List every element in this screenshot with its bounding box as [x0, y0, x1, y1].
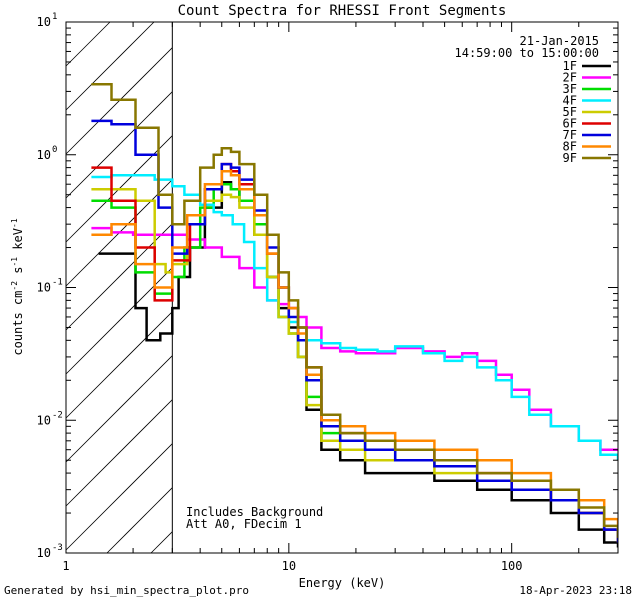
y-tick-exponent: -3	[52, 543, 63, 553]
legend-label-6f: 6F	[563, 117, 577, 131]
y-tick-label: 10	[37, 148, 51, 162]
series-line-9f	[91, 82, 618, 538]
y-tick-exponent: -2	[52, 410, 63, 420]
hatch-line	[65, 21, 155, 111]
footer-generator: Generated by hsi_min_spectra_plot.pro	[4, 584, 250, 597]
x-tick-label: 100	[501, 559, 523, 573]
series-line-8f	[91, 170, 618, 530]
y-tick-exponent: 1	[52, 12, 57, 22]
hatch-line	[150, 531, 173, 554]
legend-label-7f: 7F	[563, 128, 577, 142]
series-line-4f	[91, 174, 618, 461]
x-axis-label: Energy (keV)	[299, 576, 386, 590]
y-tick-exponent: 0	[52, 145, 57, 155]
y-tick-label: 10	[37, 546, 51, 560]
legend-label-1f: 1F	[563, 59, 577, 73]
y-tick-label: 10	[37, 281, 51, 295]
legend-date: 21-Jan-2015	[520, 34, 599, 48]
legend-label-4f: 4F	[563, 94, 577, 108]
annotation-background: Includes Background	[186, 505, 323, 519]
legend-label-2f: 2F	[563, 71, 577, 85]
y-tick-label: 10	[37, 413, 51, 427]
x-tick-label: 1	[62, 559, 69, 573]
legend-label-9f: 9F	[563, 151, 577, 165]
hatch-line	[65, 21, 111, 67]
legend-label-5f: 5F	[563, 105, 577, 119]
hatch-line	[65, 443, 173, 551]
hatch-line	[65, 311, 173, 419]
y-tick-label: 10	[37, 15, 51, 29]
hatch-line	[65, 223, 173, 331]
hatch-line	[65, 267, 173, 375]
series-layer	[91, 82, 618, 548]
legend: 21-Jan-2015 14:59:00 to 15:00:00 1F2F3F4…	[455, 34, 611, 165]
legend-time-range: 14:59:00 to 15:00:00	[455, 46, 600, 60]
series-line-1f	[98, 181, 618, 548]
annotation-attenuator: Att A0, FDecim 1	[186, 517, 302, 531]
hatch-line	[65, 91, 173, 199]
hatch-line	[65, 355, 173, 463]
legend-label-8f: 8F	[563, 140, 577, 154]
x-tick-label: 10	[282, 559, 296, 573]
footer-timestamp: 18-Apr-2023 23:18	[519, 584, 632, 597]
y-tick-exponent: -1	[52, 278, 63, 288]
series-line-2f	[91, 226, 618, 451]
hatch-line	[65, 399, 173, 507]
legend-label-3f: 3F	[563, 82, 577, 96]
y-axis-label: counts cm-2 s-1 keV-1	[10, 218, 25, 355]
chart-title: Count Spectra for RHESSI Front Segments	[178, 3, 507, 19]
series-line-7f	[91, 119, 618, 543]
hatch-line	[106, 487, 173, 554]
